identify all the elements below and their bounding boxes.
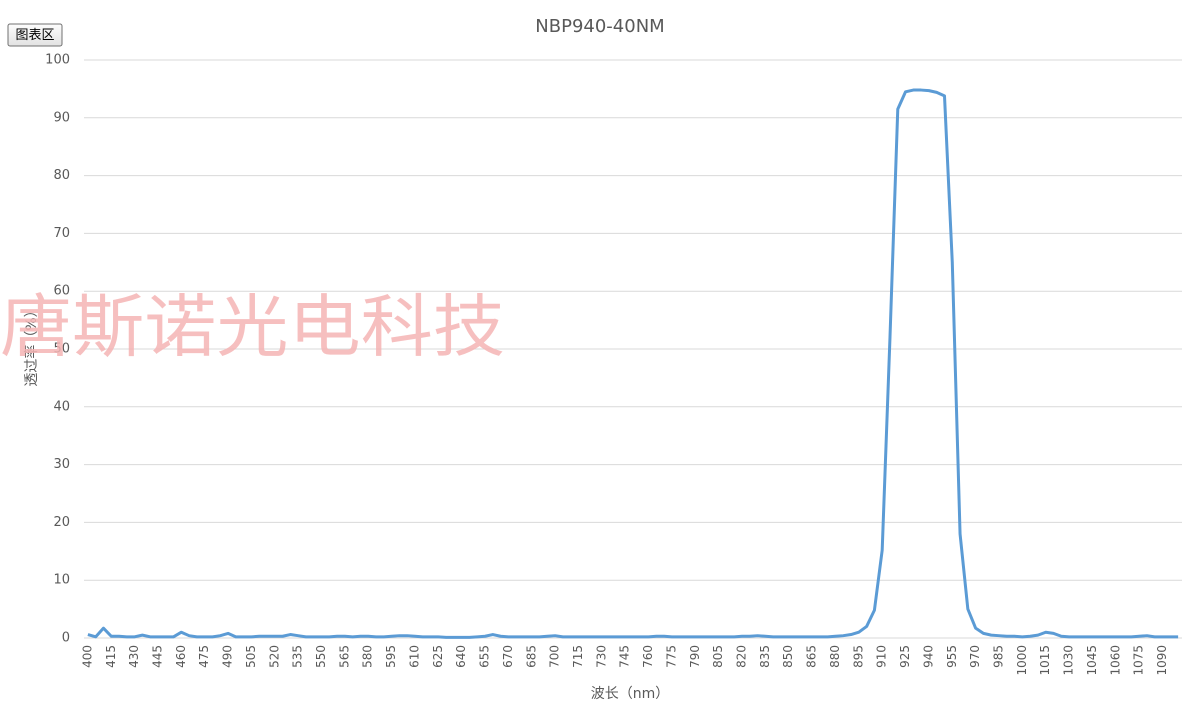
x-tick-label: 1060	[1108, 645, 1122, 676]
y-tick-label: 0	[62, 631, 70, 646]
x-tick-label: 940	[921, 645, 935, 668]
x-tick-label: 520	[267, 645, 281, 668]
x-tick-label: 490	[221, 645, 235, 668]
x-tick-label: 1000	[1015, 645, 1029, 676]
y-tick-label: 60	[53, 284, 70, 299]
x-tick-label: 970	[968, 645, 982, 668]
x-tick-label: 640	[454, 645, 468, 668]
x-tick-label: 625	[431, 645, 445, 668]
chart-area-button[interactable]	[7, 23, 63, 47]
y-tick-label: 90	[53, 110, 70, 125]
x-tick-label: 730	[594, 645, 608, 668]
x-tick-label: 880	[828, 645, 842, 668]
x-tick-label: 760	[641, 645, 655, 668]
x-tick-label: 700	[548, 645, 562, 668]
x-tick-label: 955	[945, 645, 959, 668]
x-tick-label: 745	[618, 645, 632, 668]
x-tick-label: 835	[758, 645, 772, 668]
x-tick-label: 505	[244, 645, 258, 668]
x-tick-label: 460	[174, 645, 188, 668]
plot-area	[87, 88, 1179, 639]
x-tick-label: 1015	[1038, 645, 1052, 676]
x-tick-label: 805	[711, 645, 725, 668]
data-line	[87, 88, 1179, 639]
x-tick-label: 1075	[1132, 645, 1146, 676]
x-tick-label: 715	[571, 645, 585, 668]
x-tick-label: 430	[127, 645, 141, 668]
x-tick-label: 910	[875, 645, 889, 668]
x-tick-label: 400	[80, 645, 94, 668]
y-axis-title: 透过率（%）	[23, 303, 40, 386]
y-tick-label: 40	[53, 399, 70, 414]
x-tick-label: 985	[992, 645, 1006, 668]
y-tick-label: 30	[53, 457, 70, 472]
x-tick-label: 850	[781, 645, 795, 668]
y-tick-label: 50	[53, 342, 70, 357]
y-tick-label: 100	[45, 53, 70, 68]
x-tick-label: 670	[501, 645, 515, 668]
y-tick-label: 10	[53, 573, 70, 588]
x-tick-label: 820	[735, 645, 749, 668]
x-tick-label: 595	[384, 645, 398, 668]
x-tick-label: 565	[337, 645, 351, 668]
x-tick-label: 535	[291, 645, 305, 668]
y-tick-label: 80	[53, 168, 70, 183]
x-axis-title: 波长（nm）	[591, 686, 670, 702]
x-tick-label: 580	[361, 645, 375, 668]
x-tick-label: 895	[851, 645, 865, 668]
x-tick-label: 610	[407, 645, 421, 668]
x-tick-label: 790	[688, 645, 702, 668]
x-tick-label: 1030	[1062, 645, 1076, 676]
button-label[interactable]: 图表区	[15, 28, 54, 43]
y-tick-label: 70	[53, 226, 70, 241]
x-tick-label: 775	[664, 645, 678, 668]
x-tick-label: 1045	[1085, 645, 1099, 676]
x-tick-label: 415	[104, 645, 118, 668]
x-tick-label: 550	[314, 645, 328, 668]
x-tick-label: 1090	[1155, 645, 1169, 676]
x-tick-label: 655	[478, 645, 492, 668]
x-tick-label: 475	[197, 645, 211, 668]
watermark: 唐斯诺光电科技	[0, 289, 505, 368]
chart-title: NBP940-40NM	[535, 16, 664, 37]
x-tick-label: 925	[898, 645, 912, 668]
x-tick-label: 685	[524, 645, 538, 668]
x-tick-label: 445	[150, 645, 164, 668]
y-tick-label: 20	[53, 515, 70, 530]
grid: 0 10 20 30 40 50 60 70 80 90 100 400 415 430 445 460 475…	[45, 53, 1182, 676]
x-tick-label: 865	[805, 645, 819, 668]
